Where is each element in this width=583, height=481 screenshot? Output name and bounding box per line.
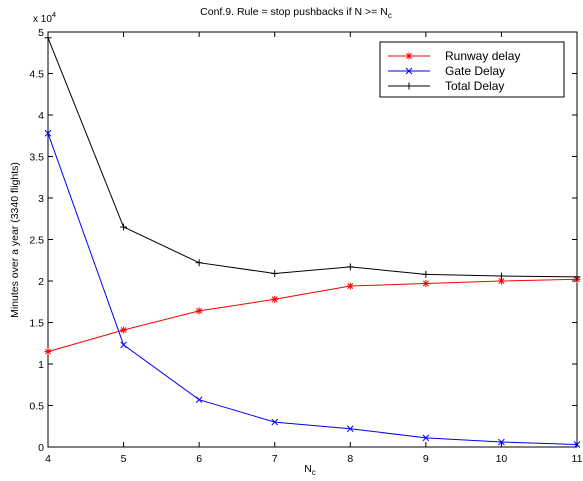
data-point-runway-delay (271, 295, 279, 303)
y-axis-label: Minutes over a year (3340 flights) (9, 162, 21, 318)
data-point-total-delay (44, 34, 52, 42)
data-point-runway-delay (44, 348, 52, 356)
x-tick-label: 4 (45, 453, 51, 465)
data-point-gate-delay (195, 396, 203, 404)
data-point-runway-delay (497, 277, 505, 285)
x-tick-label: 9 (423, 453, 429, 465)
y-tick-label: 4.5 (29, 69, 44, 81)
y-tick-label: 2 (38, 276, 44, 288)
legend-label: Gate Delay (445, 64, 505, 78)
y-tick-label: 3 (38, 193, 44, 205)
legend-label: Total Delay (445, 79, 504, 93)
legend-label: Runway delay (445, 49, 520, 63)
legend-marker (405, 52, 413, 60)
x-axis-label: Nc (304, 463, 316, 477)
x-axis-ticks: 4 5 6 7 8 9 10 11 (45, 32, 583, 465)
data-point-gate-delay (573, 441, 581, 448)
legend-marker (405, 67, 413, 75)
data-point-gate-delay (44, 129, 52, 137)
data-point-total-delay (271, 270, 279, 278)
chart-title: Conf.9. Rule = stop pushbacks if N >= Nc (200, 6, 392, 20)
data-point-runway-delay (422, 279, 430, 287)
y-tick-label: 4 (38, 110, 44, 122)
x-tick-label: 7 (272, 453, 278, 465)
series-line-total-delay (47, 37, 578, 278)
data-point-total-delay (195, 259, 203, 267)
series-layer (44, 34, 581, 448)
series-line-gate-delay (47, 133, 578, 445)
data-point-runway-delay (195, 307, 203, 315)
x-tick-label: 8 (347, 453, 353, 465)
legend-marker (405, 82, 413, 90)
data-point-gate-delay (346, 425, 354, 433)
y-tick-label: 2.5 (29, 235, 44, 247)
x-tick-label: 5 (121, 453, 127, 465)
y-tick-label: 0.5 (29, 401, 44, 413)
data-point-total-delay (573, 273, 581, 281)
series-line-runway-delay (47, 278, 578, 353)
data-point-total-delay (422, 270, 430, 278)
x-tick-label: 10 (496, 453, 508, 465)
data-point-total-delay (120, 223, 128, 231)
y-tick-label: 0 (38, 442, 44, 454)
y-tick-label: 1.5 (29, 318, 44, 330)
data-point-gate-delay (120, 341, 127, 349)
data-point-runway-delay (346, 282, 354, 290)
y-tick-label: 5 (38, 27, 44, 39)
plot-area (47, 31, 578, 448)
data-point-total-delay (346, 263, 354, 271)
legend-entry-gate-delay: Gate Delay (388, 64, 505, 78)
y-axis-ticks: 0 0.5 1 1.5 2 2.5 3 3.5 4 4.5 5 (29, 27, 577, 454)
data-point-gate-delay (271, 418, 279, 426)
x-tick-label: 6 (196, 453, 202, 465)
x-tick-label: 11 (572, 453, 583, 465)
legend-entry-total-delay: Total Delay (388, 79, 504, 93)
data-point-gate-delay (422, 434, 430, 442)
data-point-runway-delay (120, 326, 128, 334)
y-axis-multiplier: x 104 (33, 10, 56, 25)
data-point-total-delay (497, 272, 505, 280)
y-tick-label: 3.5 (29, 152, 44, 164)
legend-entry-runway-delay: Runway delay (388, 49, 520, 63)
y-tick-label: 1 (38, 359, 44, 371)
data-point-gate-delay (498, 438, 505, 446)
